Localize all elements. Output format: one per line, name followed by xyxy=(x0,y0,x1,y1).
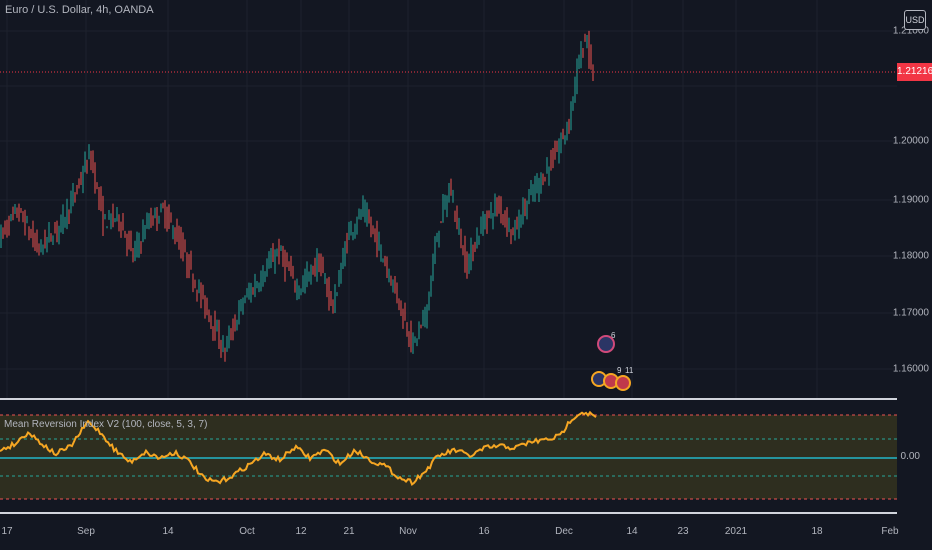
price-tick: 1.19000 xyxy=(892,194,929,206)
event-label-11: 11 xyxy=(625,366,634,375)
price-tick: 1.17000 xyxy=(892,307,929,319)
time-tick: Sep xyxy=(77,526,95,537)
event-marker-icon[interactable] xyxy=(615,375,631,391)
last-price-badge: 1.21216 xyxy=(897,63,932,81)
time-tick: 17 xyxy=(1,526,13,537)
price-tick: 1.20000 xyxy=(892,135,929,147)
time-tick: 2021 xyxy=(724,526,748,537)
time-tick: 16 xyxy=(478,526,490,537)
indicator-zero-label: 0.00 xyxy=(900,451,920,462)
symbol-title: Euro / U.S. Dollar, 4h, OANDA xyxy=(5,4,154,16)
indicator-chart[interactable] xyxy=(0,402,897,514)
grid-lines xyxy=(0,0,897,398)
indicator-band xyxy=(0,415,897,499)
price-chart[interactable]: 6 9 11 xyxy=(0,0,897,398)
time-tick: 18 xyxy=(811,526,823,537)
price-tick: 1.18000 xyxy=(892,250,929,262)
event-marker-icon[interactable] xyxy=(597,335,615,353)
time-axis[interactable]: 17 Sep 14 Oct 12 21 Nov 16 Dec 14 23 202… xyxy=(0,514,932,550)
event-markers[interactable]: 6 9 11 xyxy=(591,331,634,391)
time-axis-separator xyxy=(0,512,932,514)
event-label-6: 6 xyxy=(611,331,616,340)
event-label-9: 9 xyxy=(617,366,622,375)
pane-separator[interactable] xyxy=(0,398,932,400)
time-tick: Feb xyxy=(881,526,899,537)
currency-button[interactable]: USD xyxy=(904,10,926,30)
indicator-line xyxy=(0,410,597,486)
time-tick: 14 xyxy=(162,526,174,537)
price-axis[interactable]: 1.21000 1.20000 1.19000 1.18000 1.17000 … xyxy=(893,0,932,514)
candles xyxy=(0,30,594,362)
indicator-title: Mean Reversion Index V2 (100, close, 5, … xyxy=(4,419,208,430)
price-tick: 1.16000 xyxy=(892,363,929,375)
time-tick: Nov xyxy=(399,526,417,537)
time-tick: 12 xyxy=(295,526,307,537)
price-tick: 1.21000 xyxy=(892,25,929,37)
time-tick: Dec xyxy=(555,526,573,537)
time-tick: 23 xyxy=(677,526,689,537)
time-tick: 14 xyxy=(626,526,638,537)
time-tick: 21 xyxy=(343,526,355,537)
time-tick: Oct xyxy=(239,526,255,537)
